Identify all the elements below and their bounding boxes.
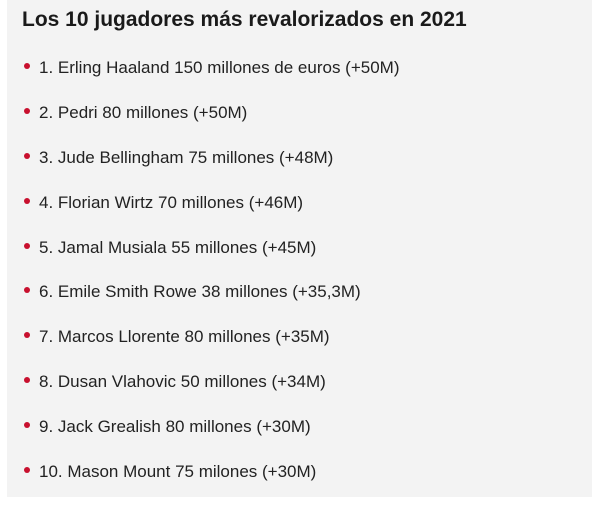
bullet-icon: [24, 332, 30, 339]
bullet-icon: [24, 197, 30, 204]
bullet-icon: [24, 242, 30, 249]
list-item-text: 5. Jamal Musiala 55 millones (+45M): [39, 237, 317, 257]
bullet-icon: [24, 422, 30, 429]
article-list-card: Los 10 jugadores más revalorizados en 20…: [7, 0, 592, 497]
list-item-text: 8. Dusan Vlahovic 50 millones (+34M): [39, 372, 326, 392]
bullet-icon: [24, 152, 30, 159]
list-item-text: 4. Florian Wirtz 70 millones (+46M): [39, 192, 304, 212]
list-item-text: 1. Erling Haaland 150 millones de euros …: [39, 58, 400, 77]
list-item-text: 3. Jude Bellingham 75 millones (+48M): [39, 147, 334, 167]
bullet-icon: [24, 287, 30, 294]
list-item-text: 10. Mason Mount 75 milones (+30M): [39, 462, 317, 482]
bullet-icon: [24, 63, 30, 69]
list-item-text: 2. Pedri 80 millones (+50M): [39, 102, 248, 122]
bullet-icon: [24, 377, 30, 384]
bullet-icon: [24, 107, 30, 114]
list-item-text: 9. Jack Grealish 80 millones (+30M): [39, 417, 311, 437]
list-title: Los 10 jugadores más revalorizados en 20…: [22, 8, 467, 31]
bullet-icon: [24, 467, 30, 474]
list-item-text: 7. Marcos Llorente 80 millones (+35M): [39, 327, 330, 347]
list-item-text: 6. Emile Smith Rowe 38 millones (+35,3M): [39, 282, 361, 302]
